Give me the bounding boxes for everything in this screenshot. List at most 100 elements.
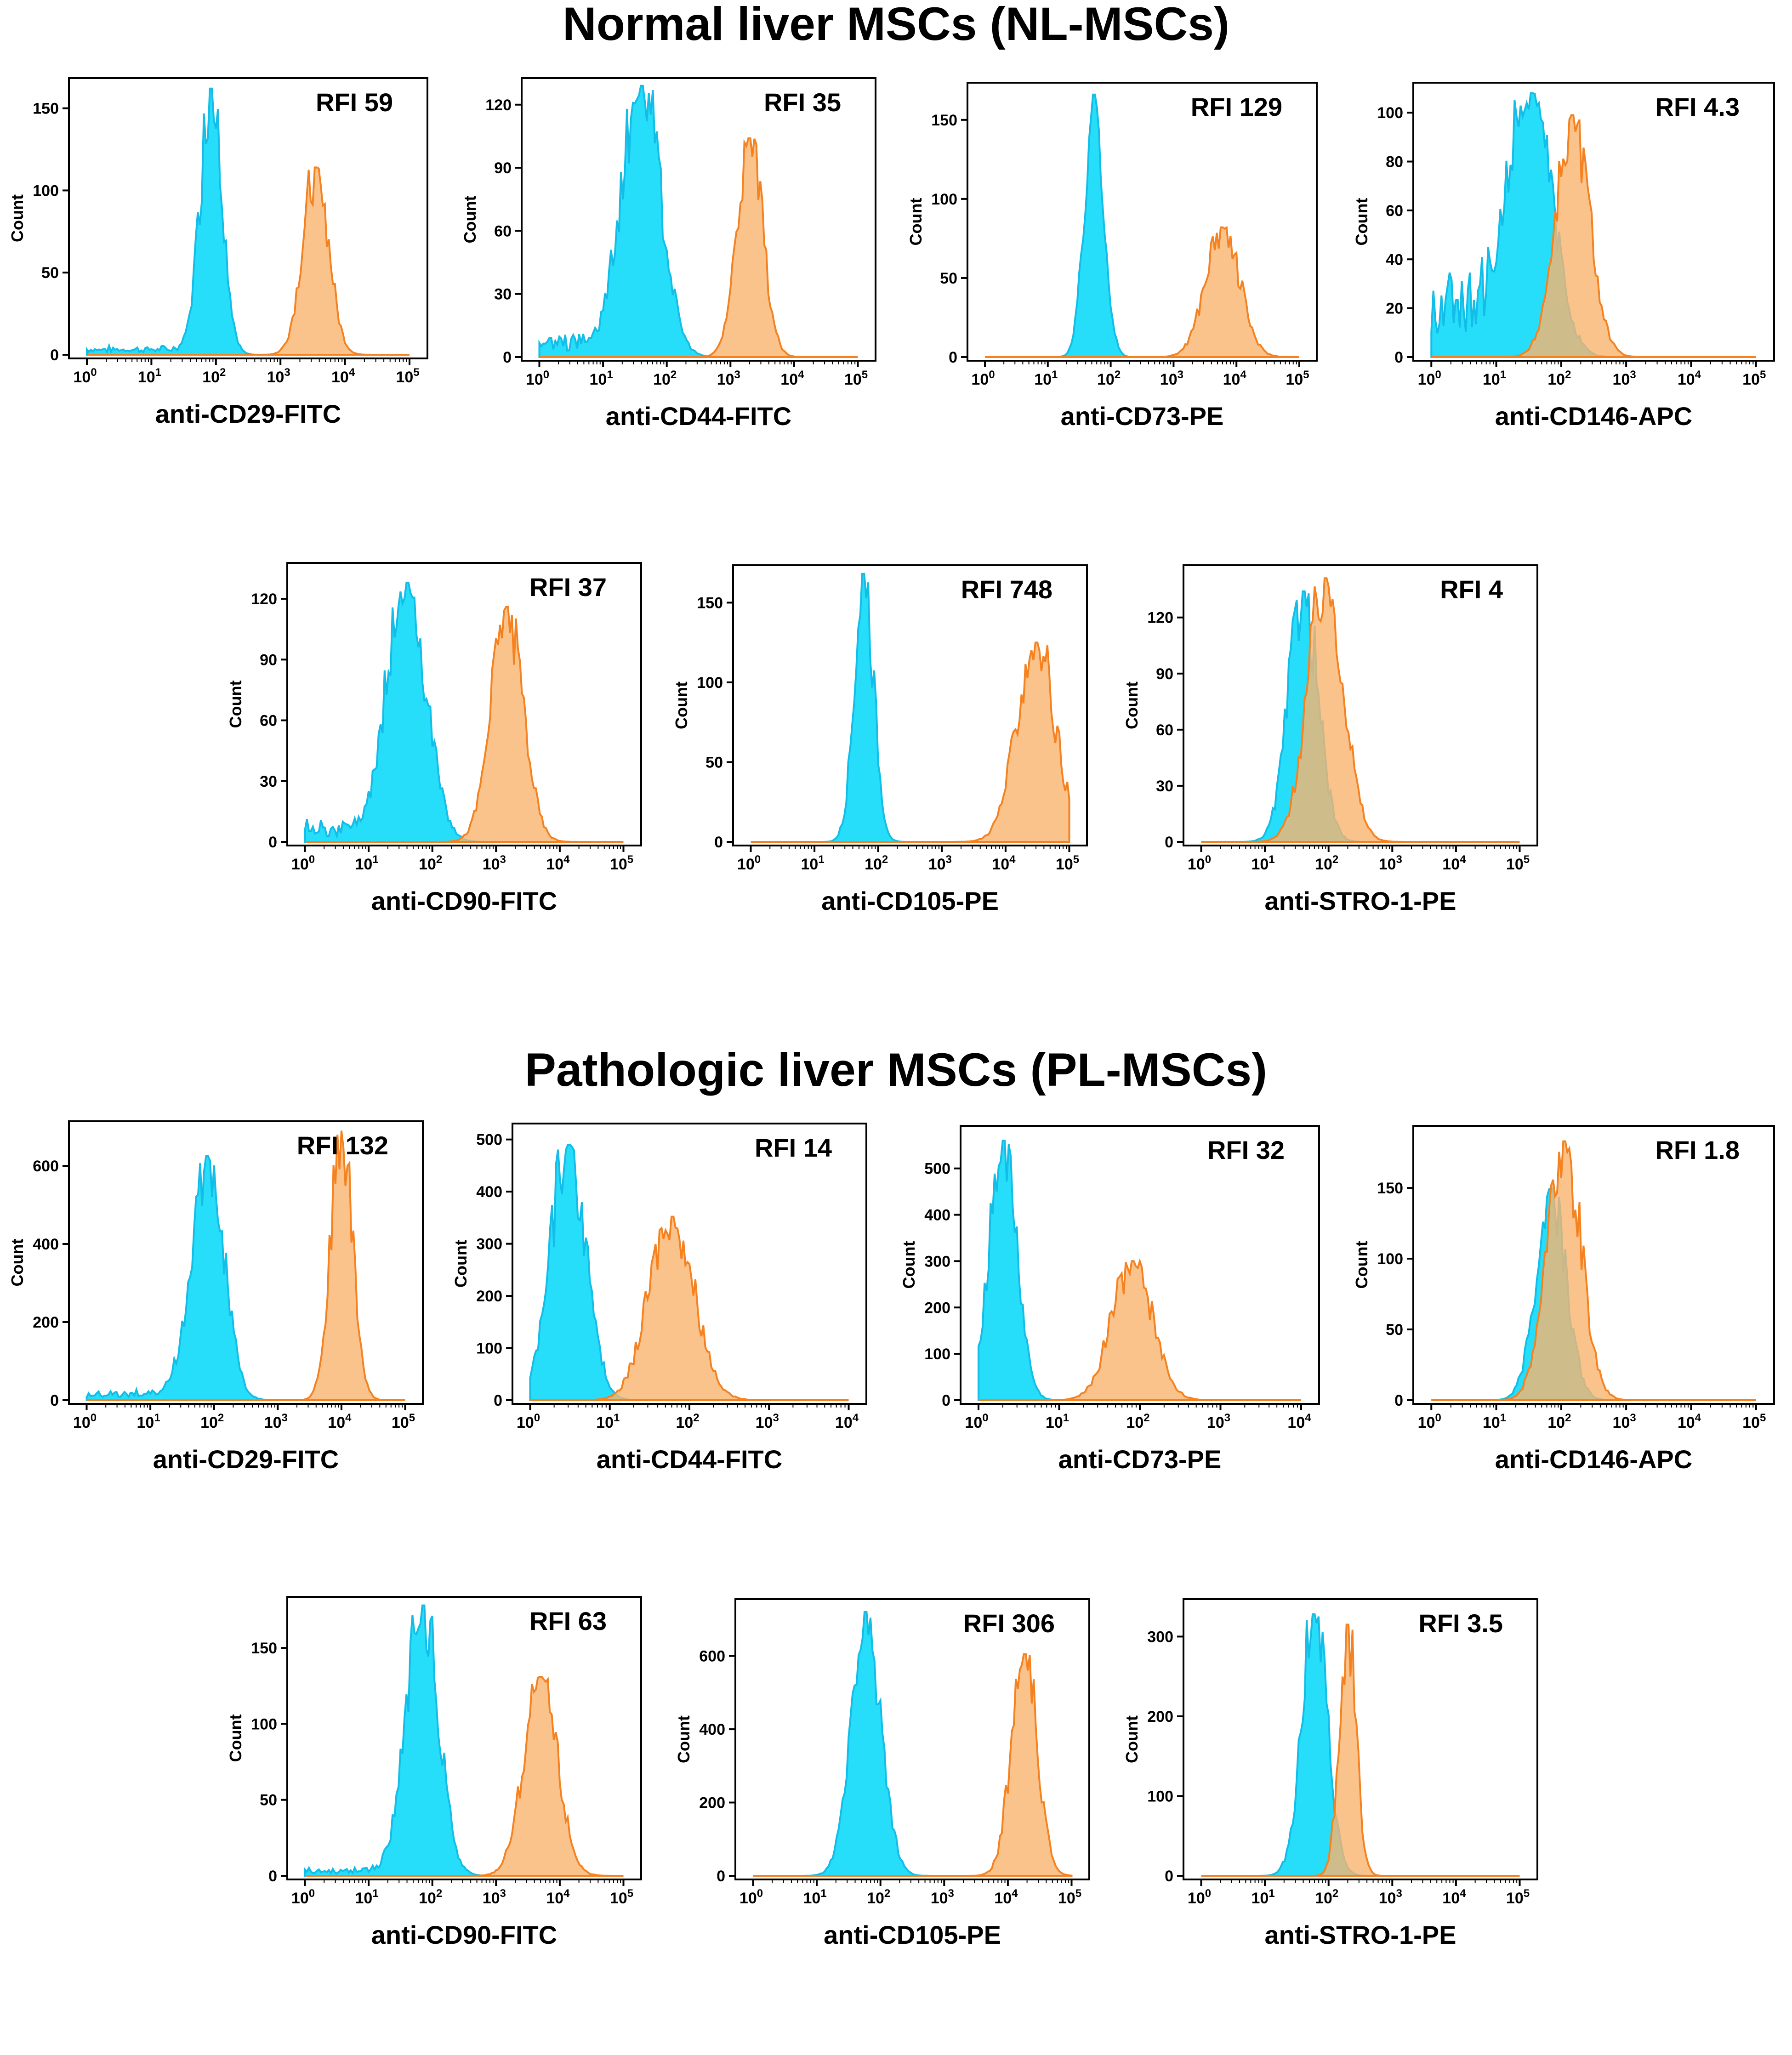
y-tick-label: 90 [494,159,512,177]
x-tick-label: 101 [355,853,379,873]
y-tick-label: 0 [494,1392,502,1409]
x-tick-label: 103 [1379,1887,1402,1907]
y-tick-label: 100 [697,674,723,692]
y-tick-label: 500 [924,1160,950,1178]
y-tick-label: 400 [924,1207,950,1224]
x-tick-label: 102 [1315,853,1338,873]
x-tick-label: 100 [291,1887,315,1907]
y-tick-label: 50 [705,754,723,771]
y-tick-label: 100 [1377,104,1403,122]
x-tick-label: 100 [1418,1412,1441,1431]
x-axis-label: anti-CD90-FITC [371,886,557,915]
y-tick-label: 0 [1165,834,1173,851]
x-tick-label: 100 [740,1887,763,1907]
histogram-nl-stro1: 0 30 60 90 120 100 101 102 103 104 105 Count anti-ST… [1122,564,1538,915]
plot-frame [68,1120,424,1405]
y-tick-label: 120 [1147,609,1173,627]
histogram-nl-cd105: 0 50 100 150 100 101 102 103 104 105 Count anti-CD1… [672,564,1088,915]
y-axis-label: Count [1352,1241,1371,1289]
y-tick-label: 600 [33,1158,59,1175]
y-tick-label: 80 [1386,153,1403,171]
x-tick-label: 102 [1315,1887,1338,1907]
x-tick-label: 100 [73,366,97,386]
x-axis-label: anti-STRO-1-PE [1265,886,1456,915]
x-tick-label: 104 [546,1887,570,1907]
rfi-annotation: RFI 4 [1440,575,1503,604]
histogram-series-stained [305,606,624,843]
plot-frame [1183,1598,1538,1880]
x-tick-label: 101 [1252,1887,1275,1907]
x-tick-label: 103 [756,1412,779,1431]
histogram-pl-cd105: 0 200 400 600 100 101 102 103 104 105 Count anti-CD… [674,1598,1090,1949]
y-tick-label: 120 [251,590,277,608]
x-tick-label: 102 [202,366,226,386]
y-tick-label: 200 [33,1314,59,1331]
y-tick-label: 100 [931,191,957,208]
x-tick-label: 103 [267,366,290,386]
y-tick-label: 50 [940,270,957,287]
x-tick-label: 105 [392,1412,415,1431]
plot-frame [967,82,1318,362]
rfi-annotation: RFI 3.5 [1418,1609,1503,1638]
x-axis-label: anti-CD90-FITC [371,1920,557,1949]
plot-frame [1183,564,1538,846]
y-tick-label: 0 [1394,1392,1403,1409]
x-tick-label: 103 [483,853,506,873]
y-axis-label: Count [906,198,925,246]
y-tick-label: 150 [931,112,957,129]
x-tick-label: 105 [1742,369,1766,388]
x-tick-label: 103 [1160,369,1183,388]
x-tick-label: 104 [546,853,570,873]
plot-frame [286,562,642,846]
x-tick-label: 102 [867,1887,890,1907]
x-tick-label: 101 [1483,369,1506,388]
y-tick-label: 200 [699,1794,725,1812]
y-axis-label: Count [899,1241,918,1289]
y-axis-label: Count [8,194,27,242]
x-tick-label: 104 [328,1412,352,1431]
x-axis-label: anti-CD73-PE [1061,402,1224,431]
y-tick-label: 0 [942,1392,950,1409]
histogram-nl-cd29: 0 50 100 150 100 101 102 103 104 105 Count anti-CD2… [8,77,428,428]
x-tick-label: 105 [396,366,419,386]
x-tick-label: 101 [137,1412,160,1431]
y-tick-label: 120 [485,97,512,114]
x-tick-label: 100 [965,1412,988,1431]
y-tick-label: 200 [924,1299,950,1317]
x-tick-label: 104 [994,1887,1018,1907]
histogram-nl-cd90: 0 30 60 90 120 100 101 102 103 104 105 Count anti-CD… [226,562,642,915]
x-tick-label: 103 [1207,1412,1230,1431]
x-tick-label: 100 [73,1412,97,1431]
histogram-series-control [538,85,858,358]
y-tick-label: 100 [33,182,59,199]
histogram-series-stained [530,1215,849,1401]
rfi-annotation: RFI 129 [1191,92,1282,121]
title-pathologic-liver-mscs: Pathologic liver MSCs (PL-MSCs) [524,1044,1268,1096]
x-tick-label: 105 [1286,369,1309,388]
y-tick-label: 50 [1386,1321,1403,1339]
histogram-pl-stro1: 0 100 200 300 100 101 102 103 104 105 Count anti-ST… [1122,1598,1538,1949]
histogram-series-stained [751,641,1070,843]
y-tick-label: 90 [260,651,277,669]
plot-frame [1412,82,1775,362]
histogram-series-control [304,581,624,843]
x-tick-label: 100 [971,369,995,388]
rfi-annotation: RFI 35 [764,88,841,117]
y-tick-label: 300 [1147,1628,1173,1646]
y-tick-label: 400 [476,1183,502,1201]
y-tick-label: 60 [1386,202,1403,220]
rfi-annotation: RFI 4.3 [1655,92,1740,121]
y-axis-label: Count [1122,1715,1141,1763]
x-tick-label: 101 [590,369,613,388]
x-tick-label: 105 [1506,1887,1530,1907]
y-tick-label: 0 [503,349,512,366]
y-tick-label: 60 [1156,721,1173,739]
rfi-annotation: RFI 132 [297,1131,388,1160]
y-tick-label: 0 [268,1868,277,1885]
x-tick-label: 103 [931,1887,954,1907]
histogram-series-stained [539,137,858,358]
x-tick-label: 104 [1678,1412,1701,1431]
histogram-series-stained [1201,1624,1520,1877]
y-tick-label: 100 [1147,1788,1173,1805]
plot-frame [286,1596,642,1880]
